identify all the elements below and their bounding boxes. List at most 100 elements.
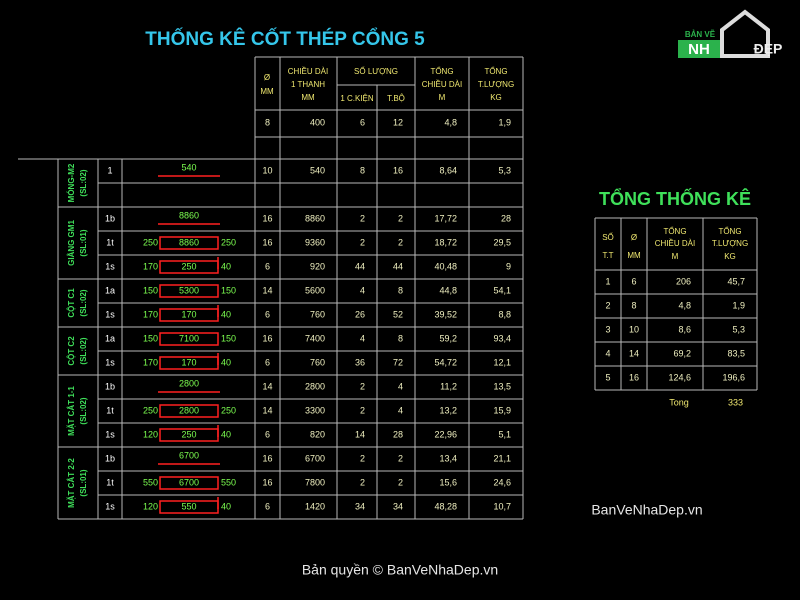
cell: 14: [262, 405, 272, 415]
header: SỐ LƯỢNG: [354, 66, 398, 76]
cell: 83,5: [727, 348, 745, 358]
cell: 52: [393, 309, 403, 319]
cell: 8: [398, 285, 403, 295]
cell: 39,52: [434, 309, 457, 319]
hook-right: 150: [221, 333, 236, 343]
group-label-line: MẶT CẮT 2-2: [67, 458, 76, 508]
mark: 1s: [105, 501, 115, 511]
cell: 36: [355, 357, 365, 367]
cell: 2: [398, 213, 403, 223]
bar-length: 250: [181, 429, 196, 439]
cell: 4: [605, 348, 610, 358]
cell: 1,9: [732, 300, 745, 310]
cell: 45,7: [727, 276, 745, 286]
cell: 72: [393, 357, 403, 367]
cell: 18,72: [434, 237, 457, 247]
cell: 9: [506, 261, 511, 271]
cell: 8: [398, 333, 403, 343]
group-label: CỘT C2 (SL:02): [67, 336, 88, 366]
group-label-line: (SL:01): [79, 469, 88, 496]
logo: BẢN VẼ NH ĐẸP: [678, 9, 783, 58]
cell: 7800: [305, 477, 325, 487]
cell: 5,1: [498, 429, 511, 439]
hook-right: 550: [221, 477, 236, 487]
summary-title: TỔNG THỐNG KÊ: [599, 188, 751, 209]
cell: 6: [265, 501, 270, 511]
bar-length: 170: [181, 309, 196, 319]
mark: 1b: [105, 381, 115, 391]
cell: 1: [605, 276, 610, 286]
hook-left: 170: [143, 261, 158, 271]
hook-left: 150: [143, 333, 158, 343]
cell: 28: [501, 213, 511, 223]
group-label-line: (SL:02): [79, 397, 88, 424]
cell: 13,5: [493, 381, 511, 391]
cell: 34: [355, 501, 365, 511]
hook-right: 150: [221, 285, 236, 295]
bar-length: 8860: [179, 210, 199, 220]
bar-length: 540: [181, 162, 196, 172]
cell: 34: [393, 501, 403, 511]
cell: 4: [398, 405, 403, 415]
cell: 15,6: [439, 477, 457, 487]
cell: 2: [398, 477, 403, 487]
mark: 1: [107, 165, 112, 175]
cell: 124,6: [668, 372, 691, 382]
header: CHIỀU DÀI: [422, 79, 462, 89]
cell: 17,72: [434, 213, 457, 223]
cell: 16: [262, 477, 272, 487]
mark: 1s: [105, 309, 115, 319]
cell: 540: [310, 165, 325, 175]
cell: 8,8: [498, 309, 511, 319]
cell: 2800: [305, 381, 325, 391]
cell: 4,8: [678, 300, 691, 310]
hook-left: 150: [143, 285, 158, 295]
group-label-line: (SL:02): [79, 289, 88, 316]
cell: 12: [393, 117, 403, 127]
cell: 69,2: [673, 348, 691, 358]
cell: 2: [360, 453, 365, 463]
group-label-line: MẶT CẮT 1-1: [67, 386, 76, 436]
cell: 13,2: [439, 405, 457, 415]
cell: 760: [310, 357, 325, 367]
header: TỔNG: [663, 227, 686, 236]
cell: 44: [355, 261, 365, 271]
cell: 28: [393, 429, 403, 439]
bar-length: 2800: [179, 405, 199, 415]
cell: 40,48: [434, 261, 457, 271]
cell: 16: [262, 213, 272, 223]
group-label: CỘT C1 (SL:02): [67, 288, 88, 318]
header: MM: [627, 251, 641, 260]
cell: 6: [265, 357, 270, 367]
bar-shape: [159, 284, 219, 298]
header: 1 C.KIỆN: [340, 94, 374, 103]
cell: 59,2: [439, 333, 457, 343]
cell: 1,9: [498, 117, 511, 127]
cell: 10,7: [493, 501, 511, 511]
hook-left: 170: [143, 309, 158, 319]
cell: 4,8: [444, 117, 457, 127]
cell: 93,4: [493, 333, 511, 343]
cell: 8: [265, 117, 270, 127]
mark: 1a: [105, 285, 115, 295]
cell: 16: [629, 372, 639, 382]
header: T.LƯỢNG: [478, 80, 514, 89]
cell: 920: [310, 261, 325, 271]
header: M: [439, 93, 446, 102]
cell: 2: [605, 300, 610, 310]
bar-length: 7100: [179, 333, 199, 343]
hook-right: 40: [221, 429, 231, 439]
logo-right: ĐẸP: [754, 41, 783, 57]
header: CHIỀU DÀI: [288, 66, 328, 76]
cell: 8: [631, 300, 636, 310]
cell: 16: [262, 237, 272, 247]
cell: 206: [676, 276, 691, 286]
cell: 29,5: [493, 237, 511, 247]
header: Ø: [264, 73, 270, 82]
cell: 820: [310, 429, 325, 439]
group-label-line: CỘT C1: [67, 288, 76, 318]
group-label-line: MÓNG-M2: [67, 163, 76, 202]
group-label: MẶT CẮT 2-2 (SL:01): [67, 458, 88, 508]
cell: 3: [605, 324, 610, 334]
cell: 8,64: [439, 165, 457, 175]
